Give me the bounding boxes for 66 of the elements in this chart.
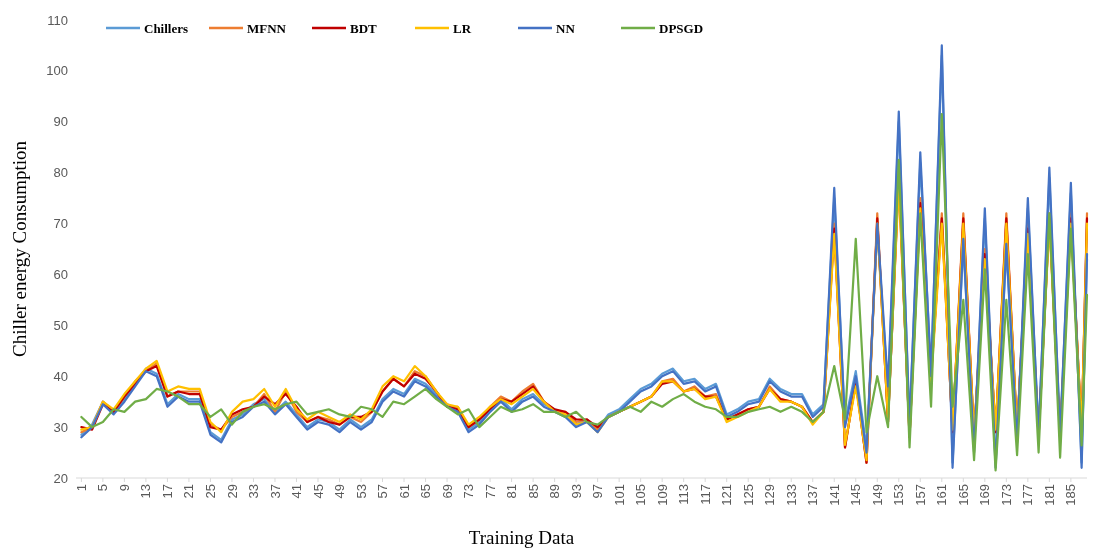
x-tick-label: 101 <box>611 484 627 506</box>
x-tick-label: 109 <box>654 484 670 506</box>
x-tick-label: 153 <box>891 484 907 506</box>
x-tick-label: 89 <box>547 484 563 499</box>
y-tick-label: 60 <box>53 266 68 282</box>
legend-label: BDT <box>350 20 378 36</box>
y-tick-label: 70 <box>53 216 68 232</box>
y-tick-label: 20 <box>53 470 68 486</box>
x-tick-label: 17 <box>159 484 175 499</box>
y-tick-label: 80 <box>53 165 68 181</box>
x-tick-label: 77 <box>482 484 498 499</box>
x-tick-label: 13 <box>138 484 154 499</box>
x-tick-label: 41 <box>289 484 305 499</box>
x-tick-label: 5 <box>95 484 111 492</box>
x-tick-label: 37 <box>267 484 283 499</box>
x-tick-label: 161 <box>934 484 950 506</box>
y-tick-label: 110 <box>47 12 68 28</box>
legend-label: LR <box>453 20 472 36</box>
x-tick-label: 49 <box>332 484 348 499</box>
x-tick-label: 117 <box>697 484 713 505</box>
x-tick-label: 93 <box>568 484 584 499</box>
x-tick-label: 145 <box>848 484 864 506</box>
x-tick-label: 73 <box>461 484 477 499</box>
x-tick-label: 133 <box>783 484 799 506</box>
x-tick-label: 9 <box>116 484 132 492</box>
y-tick-label: 90 <box>53 114 68 130</box>
x-tick-label: 33 <box>246 484 262 499</box>
legend-label: NN <box>556 20 576 36</box>
x-tick-label: 157 <box>912 484 928 506</box>
x-tick-label: 129 <box>762 484 778 506</box>
legend-label: Chillers <box>144 20 189 36</box>
y-tick-label: 100 <box>46 63 68 79</box>
x-tick-label: 69 <box>439 484 455 499</box>
x-tick-label: 1 <box>73 484 89 492</box>
x-tick-label: 137 <box>805 484 821 506</box>
y-tick-label: 50 <box>53 317 68 333</box>
y-axis-title: Chiller energy Consumption <box>9 140 30 358</box>
x-tick-label: 97 <box>590 484 606 499</box>
x-tick-label: 169 <box>977 484 993 506</box>
x-tick-label: 65 <box>418 484 434 499</box>
x-tick-label: 81 <box>504 484 520 499</box>
x-tick-label: 105 <box>633 484 649 506</box>
x-tick-label: 29 <box>224 484 240 499</box>
x-tick-label: 165 <box>955 484 971 506</box>
line-series <box>80 113 1089 472</box>
x-tick-label: 185 <box>1063 484 1079 506</box>
x-tick-label: 177 <box>1020 484 1036 506</box>
x-tick-label: 85 <box>525 484 541 499</box>
x-tick-label: 149 <box>869 484 885 506</box>
x-tick-label: 125 <box>740 484 756 506</box>
x-tick-label: 141 <box>826 484 842 506</box>
legend-label: DPSGD <box>659 20 704 36</box>
x-tick-label: 61 <box>396 484 412 499</box>
x-tick-label: 21 <box>181 484 197 499</box>
x-tick-label: 173 <box>998 484 1014 506</box>
x-tick-label: 25 <box>202 484 218 499</box>
x-tick-label: 113 <box>676 484 692 505</box>
x-tick-label: 121 <box>719 484 735 506</box>
x-tick-label: 57 <box>375 484 391 499</box>
x-tick-label: 53 <box>353 484 369 499</box>
x-tick-label: 45 <box>310 484 326 499</box>
x-axis-title: Training Data <box>468 527 575 548</box>
y-tick-label: 30 <box>53 419 68 435</box>
y-tick-label: 40 <box>53 368 68 384</box>
legend-label: MFNN <box>247 20 287 36</box>
x-tick-label: 181 <box>1041 484 1057 506</box>
